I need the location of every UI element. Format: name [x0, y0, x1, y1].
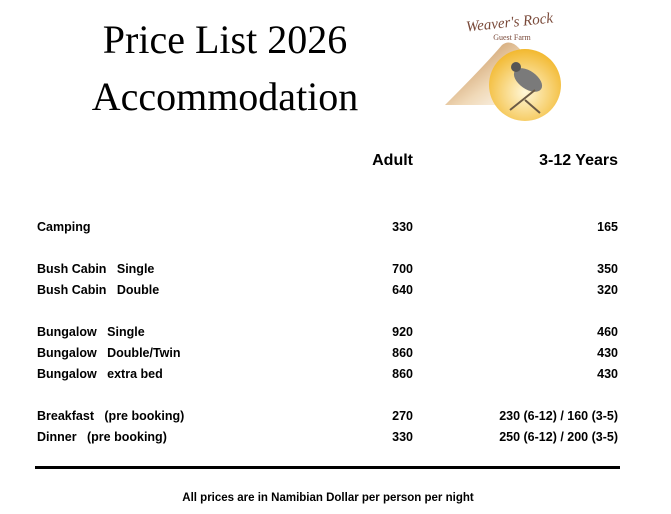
- bird-logo: Weaver's Rock Guest Farm: [440, 5, 580, 130]
- table-row: Bungalow Double/Twin 860 430: [37, 346, 618, 362]
- footer-note: All prices are in Namibian Dollar per pe…: [182, 492, 474, 504]
- adult-price: 700: [392, 262, 413, 276]
- row-label: Bungalow Double/Twin: [37, 346, 181, 360]
- child-price: 165: [597, 220, 618, 234]
- child-price: 250 (6-12) / 200 (3-5): [499, 430, 618, 444]
- divider: [35, 466, 620, 469]
- row-label: Breakfast (pre booking): [37, 409, 185, 423]
- table-row: Breakfast (pre booking) 270 230 (6-12) / 1…: [37, 409, 618, 425]
- row-label: Camping: [37, 220, 91, 234]
- column-header-adult: Adult: [372, 152, 413, 169]
- table-row: Camping 330 165: [37, 220, 618, 236]
- adult-price: 920: [392, 325, 413, 339]
- child-price: 460: [597, 325, 618, 339]
- table-row: Bungalow extra bed 860 430: [37, 367, 618, 383]
- row-label: Dinner (pre booking): [37, 430, 167, 444]
- table-row: Dinner (pre booking) 330 250 (6-12) / 200 …: [37, 430, 618, 446]
- adult-price: 860: [392, 346, 413, 360]
- child-price: 430: [597, 346, 618, 360]
- svg-text:Guest Farm: Guest Farm: [493, 33, 531, 42]
- row-label: Bungalow extra bed: [37, 367, 163, 381]
- title-line-1: Price List 2026: [102, 17, 348, 62]
- adult-price: 270: [392, 409, 413, 423]
- row-label: Bush Cabin Single: [37, 262, 155, 276]
- child-price: 430: [597, 367, 618, 381]
- column-header-child: 3-12 Years: [539, 152, 618, 169]
- adult-price: 640: [392, 283, 413, 297]
- row-label: Bush Cabin Double: [37, 283, 160, 297]
- child-price: 320: [597, 283, 618, 297]
- title-line-2: Accommodation: [91, 74, 359, 119]
- adult-price: 330: [392, 220, 413, 234]
- table-row: Bush Cabin Double 640 320: [37, 283, 618, 299]
- svg-text:Weaver's Rock: Weaver's Rock: [465, 10, 554, 35]
- adult-price: 860: [392, 367, 413, 381]
- child-price: 350: [597, 262, 618, 276]
- row-label: Bungalow Single: [37, 325, 145, 339]
- table-row: Bush Cabin Single 700 350: [37, 262, 618, 278]
- table-row: Bungalow Single 920 460: [37, 325, 618, 341]
- adult-price: 330: [392, 430, 413, 444]
- child-price: 230 (6-12) / 160 (3-5): [499, 409, 618, 423]
